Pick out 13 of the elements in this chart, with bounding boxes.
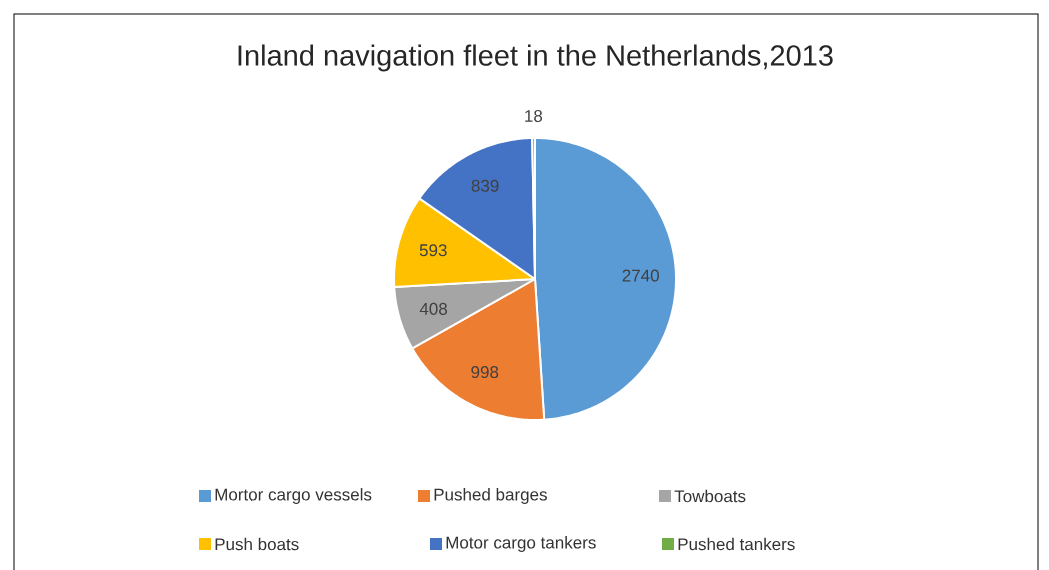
legend-label: Towboats [674, 489, 746, 503]
data-label: 2740 [622, 269, 659, 282]
data-label: 18 [525, 109, 543, 123]
data-label: 839 [471, 179, 499, 192]
data-label: 998 [471, 366, 499, 379]
data-label: 408 [419, 302, 447, 315]
legend-label: Pushed barges [434, 488, 547, 504]
legend-label: Pushed tankers [678, 537, 795, 551]
legend-label: Mortor cargo vessels [215, 488, 372, 504]
data-label: 593 [419, 244, 447, 257]
chart-title: Inland navigation fleet in the Netherlands,2013 [238, 44, 833, 72]
legend-label: Push boats [215, 537, 299, 551]
legend-label: Motor cargo tankers [446, 536, 596, 552]
